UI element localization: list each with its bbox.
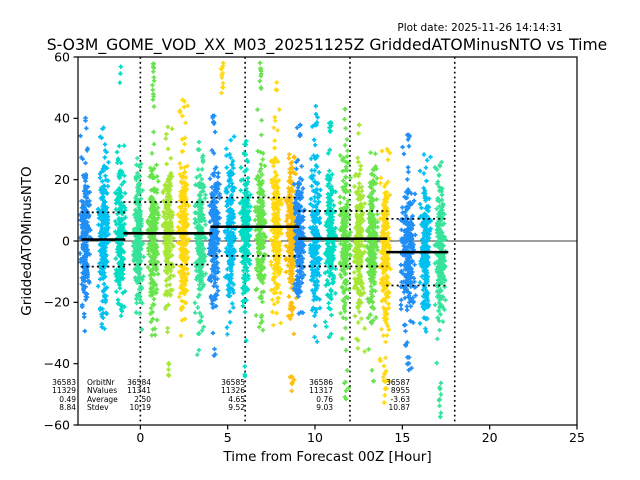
x-tick-label: 10 xyxy=(307,430,323,445)
scatter-streak xyxy=(291,122,307,316)
stats-column-orbit-36583: 36583 11329 0.49 8.84 xyxy=(52,378,76,413)
scatter-streak xyxy=(252,60,268,333)
stats-labels-column: OrbitNr NValues Average Stdev xyxy=(87,378,118,413)
scatter-streak xyxy=(364,150,380,384)
scatter-streak xyxy=(113,64,128,318)
plot-date: Plot date: 2025-11-26 14:14:31 xyxy=(397,22,563,34)
scatter-streak xyxy=(207,113,222,358)
y-tick-label: 20 xyxy=(54,172,70,187)
stats-column-orbit-36586: 36586 11317 0.76 9.03 xyxy=(309,378,333,413)
x-tick-label: 0 xyxy=(136,430,144,445)
scatter-streak xyxy=(417,152,433,334)
y-tick-label: 60 xyxy=(54,49,70,64)
scatter-streak xyxy=(268,80,284,328)
x-tick-label: 20 xyxy=(482,430,498,445)
y-tick-label: 0 xyxy=(62,233,70,248)
scatter-streak xyxy=(222,134,238,337)
y-tick-label: −60 xyxy=(44,417,70,432)
stats-column-orbit-36585: 36585 11326 4.65 9.52 xyxy=(221,378,245,413)
scatter-streak xyxy=(77,115,93,334)
scatter-streak xyxy=(95,125,111,331)
scatter-streak xyxy=(175,97,191,338)
scatter-streak xyxy=(307,104,323,344)
scatter-streak xyxy=(131,156,146,332)
scatter-streak xyxy=(337,106,353,402)
x-tick-label: 15 xyxy=(394,430,410,445)
scatter-streak xyxy=(218,60,226,96)
scatter-streak xyxy=(145,61,161,338)
x-axis-label: Time from Forecast 00Z [Hour] xyxy=(223,449,432,465)
scatter-streak xyxy=(398,132,418,373)
scatter-streak xyxy=(377,146,393,405)
scatter-streak xyxy=(283,152,299,394)
scatter-streak xyxy=(192,139,208,357)
x-tick-label: 5 xyxy=(224,430,232,445)
plot-title: S-O3M_GOME_VOD_XX_M03_20251125Z GriddedA… xyxy=(46,36,608,54)
x-tick-label: 25 xyxy=(569,430,585,445)
stats-column-orbit-36587: 36587 8955 -3.63 10.87 xyxy=(386,378,410,413)
y-tick-label: 40 xyxy=(54,111,70,126)
scatter-streak xyxy=(160,124,176,378)
y-tick-label: −40 xyxy=(44,356,70,371)
stats-column-orbit-36584: 36584 11341 2.50 10.19 xyxy=(127,378,151,413)
y-tick-label: −20 xyxy=(44,295,70,310)
scatter-streak xyxy=(237,139,253,379)
scatter-streak xyxy=(432,159,448,420)
scatter-streak xyxy=(322,120,338,340)
